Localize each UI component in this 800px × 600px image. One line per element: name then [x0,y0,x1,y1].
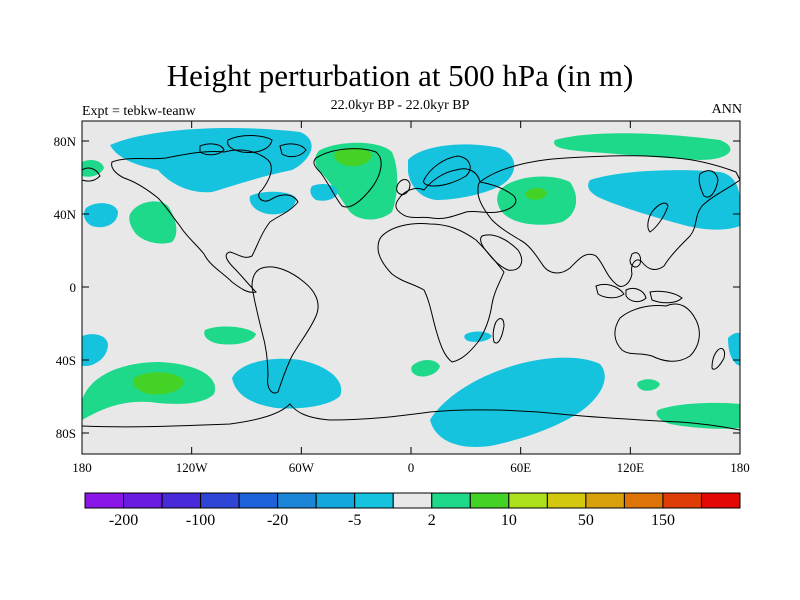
colorbar-swatch [315,492,356,509]
coastline-southeast-asia-islands [595,252,683,304]
coastline-north-america [111,149,299,293]
colorbar-label: 2 [428,512,436,529]
colorbar-swatch [508,492,548,509]
lat-tick-label: 40N [54,207,77,222]
anomaly-fields [82,128,740,447]
positive-region-south-pacific-small [204,326,256,345]
lon-tick-label: 120E [617,460,645,475]
colorbar-swatch [431,492,471,509]
season-label: ANN [711,102,742,117]
lon-tick-label: 0 [408,460,415,475]
latitude-axis: 80N 40N 0 40S 80S [54,134,740,441]
coastline-australia [614,303,700,362]
coastline-asia [477,155,740,287]
colorbar-swatch [123,492,163,509]
positive-region-south-atlantic [411,360,440,377]
lat-tick-label: 80N [54,134,77,149]
positive-region-north-atlantic [82,160,104,177]
colorbar-swatch [585,492,625,509]
colorbar-label: -20 [267,512,288,529]
coastline-uk [396,179,411,195]
colorbar-swatch [700,492,741,509]
coastline-greenland [313,148,382,208]
positive-core-greenland [334,147,372,167]
colorbar-label: -5 [348,512,361,529]
colorbar-label: 50 [578,512,594,529]
coastline-africa [377,223,505,363]
negative-region-east-us [249,191,296,215]
lat-tick-label: 40S [56,353,76,368]
coastline-new-zealand [711,347,725,370]
lon-tick-label: 60W [289,460,315,475]
negative-region-southeast-pacific-edge [728,332,740,366]
coastline-antarctica [82,403,740,431]
coastline-kamchatka [698,170,719,198]
colorbar-swatch [546,492,587,509]
colorbar-swatch [469,492,510,509]
colorbar-swatch [238,492,279,509]
coastline-arctic-islands [199,135,307,158]
positive-core-central-asia [525,187,547,200]
lon-tick-label: 120W [176,460,209,475]
colorbar: -200 -100 -20 -5 2 10 50 150 [84,492,741,529]
negative-region-southwest-pacific [82,334,108,366]
colorbar-label: -100 [186,512,215,529]
experiment-label: Expt = tebkw-teanw [82,104,196,119]
positive-region-north-pacific [554,133,731,160]
negative-region-north-america [110,128,312,193]
coastline-japan [647,202,669,233]
coastline-alaska-edge [82,167,101,182]
coastlines [82,135,740,431]
colorbar-swatch [161,492,202,509]
colorbar-swatch [623,492,664,509]
positive-region-central-asia [497,176,577,225]
negative-region-south-africa-small [464,331,492,342]
colorbar-swatch [392,492,433,509]
colorbar-swatch [354,492,394,509]
coastline-arabia [480,234,523,271]
coastline-madagascar [492,318,505,344]
longitude-axis: 180 120W 60W 0 60E 120E 180 [72,121,750,475]
lon-tick-label: 180 [730,460,750,475]
positive-region-southern-indian-small [637,379,660,391]
coastline-scandinavia [423,155,471,187]
negative-region-north-pacific [588,170,740,230]
coastline-south-america [251,266,319,394]
colorbar-label: 10 [501,512,517,529]
positive-core-south-pacific [132,372,184,395]
negative-region-southern-indian [430,357,605,447]
colorbar-label: -200 [109,512,138,529]
colorbar-swatch [84,492,125,509]
lat-tick-label: 0 [70,280,77,295]
colorbar-label: 150 [651,512,675,529]
chart-subtitle: 22.0kyr BP - 22.0kyr BP [330,98,470,113]
negative-region-west-pacific [84,203,118,228]
colorbar-swatch [200,492,240,509]
lat-tick-label: 80S [56,426,76,441]
lon-tick-label: 60E [510,460,531,475]
negative-region-south-america [232,358,342,409]
chart-title: Height perturbation at 500 hPa (in m) [166,58,634,93]
coastline-europe [395,168,517,219]
colorbar-swatch [662,492,702,509]
positive-region-greenland [315,142,398,220]
positive-region-northeast-pacific [129,201,177,244]
colorbar-swatch [277,492,317,509]
lon-tick-label: 180 [72,460,92,475]
